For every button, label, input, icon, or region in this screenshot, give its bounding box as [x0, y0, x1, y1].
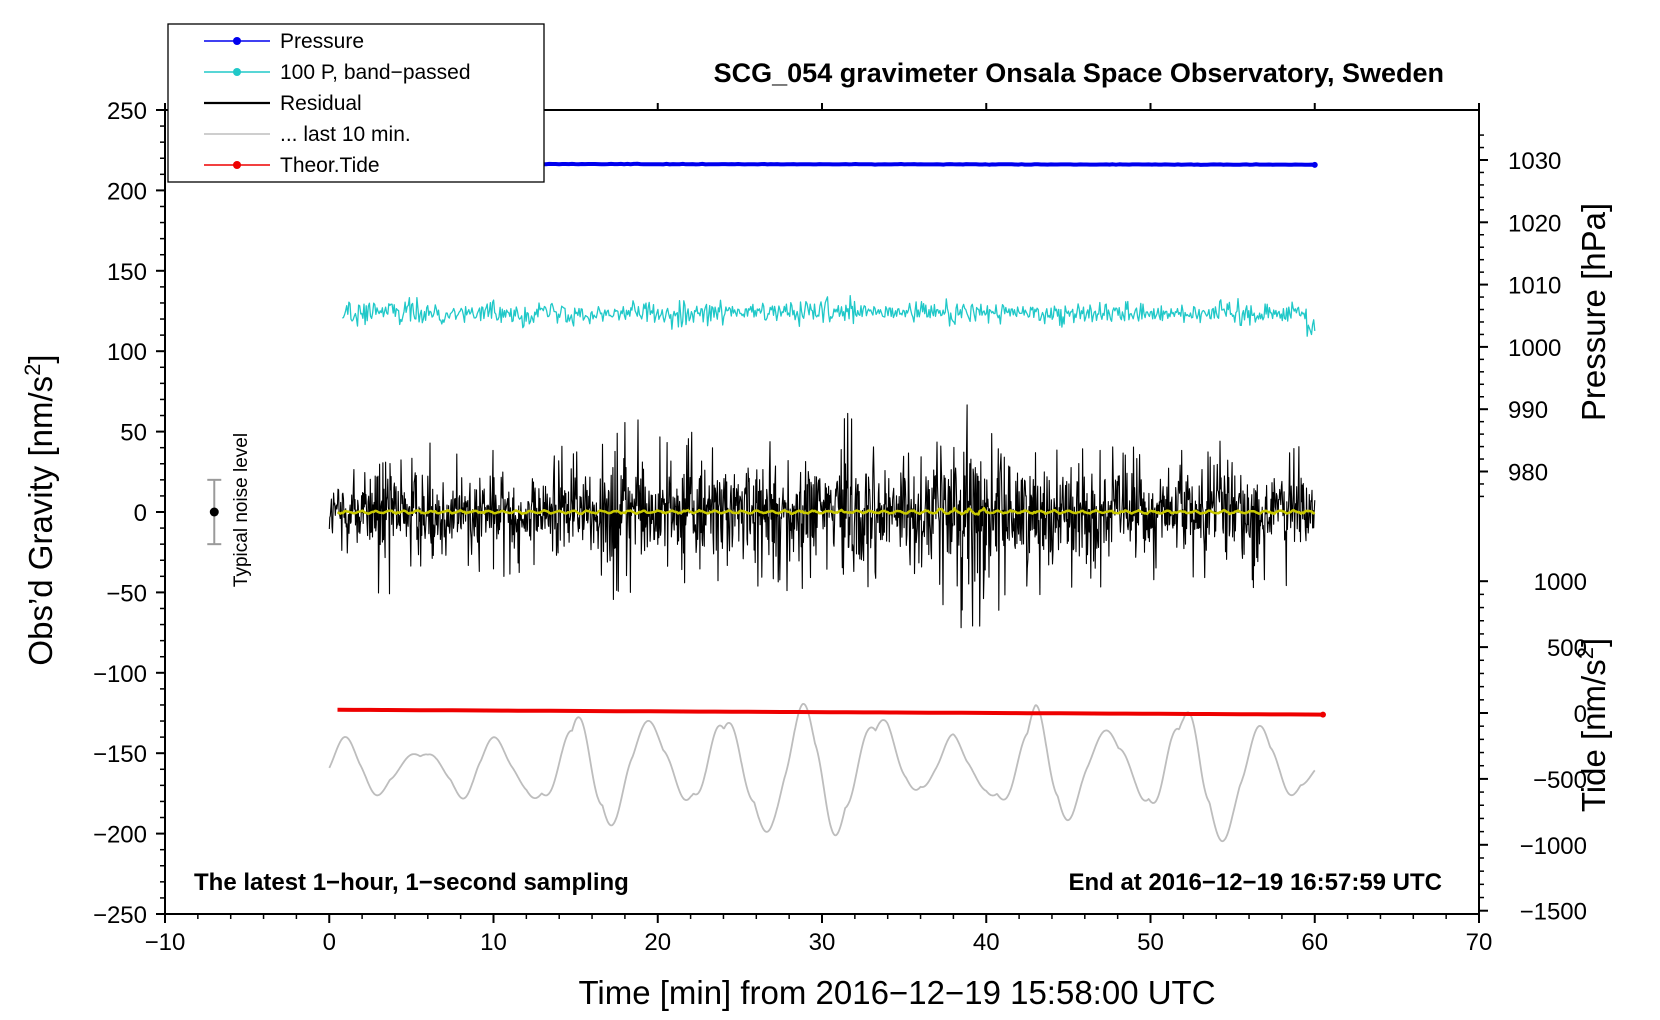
x-tick-label: 60 [1301, 929, 1328, 956]
legend-marker [233, 68, 241, 76]
pressure-axis-title: Pressure [hPa] [1575, 203, 1612, 421]
series-band-passed-line [341, 294, 1316, 337]
y-tick-label: 0 [134, 500, 147, 527]
noise-level-indicator [207, 478, 222, 546]
tide-axis-title: Tide [nm/s2] [1573, 638, 1612, 812]
series-residual-line [328, 404, 1316, 629]
legend-marker [233, 161, 241, 169]
tide-axis-title-close: ] [1575, 638, 1612, 647]
legend-label: Residual [280, 92, 362, 115]
y-tick-label: 50 [120, 420, 147, 447]
tide-tick-label: −1500 [1520, 899, 1587, 926]
legend: Pressure 100 P, band−passed Residual ... la… [167, 23, 545, 183]
pressure-tick-label: 1020 [1508, 210, 1561, 237]
y-tick-label: 200 [107, 178, 147, 205]
x-axis-title: Time [min] from 2016−12−19 15:58:00 UTC [578, 974, 1215, 1011]
legend-label: Pressure [280, 30, 364, 53]
chart-title: SCG_054 gravimeter Onsala Space Observat… [714, 58, 1444, 88]
series-theor-tide-line [337, 707, 1324, 717]
series-layer [328, 161, 1326, 843]
tide-tick-label: 500 [1547, 635, 1587, 662]
noise-level-label: Typical noise level [231, 433, 252, 587]
y-tick-label: −50 [106, 580, 147, 607]
y-tick-label: 150 [107, 259, 147, 286]
x-tick-label: 70 [1466, 929, 1493, 956]
x-tick-label: 20 [644, 929, 671, 956]
y-axis-title: Obs’d Gravity [nm/s2] [20, 354, 59, 665]
y-tick-label: 100 [107, 339, 147, 366]
y-axis-title-close: ] [22, 354, 59, 363]
tide-axis-title-sup: 2 [1573, 647, 1598, 659]
x-tick-label: 50 [1137, 929, 1164, 956]
y-tick-label: −100 [93, 661, 147, 688]
y-tick-label: 250 [107, 98, 147, 125]
tide-tick-label: 0 [1574, 701, 1587, 728]
y-axis-title-main: Obs’d Gravity [nm/s [22, 376, 59, 666]
right-note: End at 2016−12−19 16:57:59 UTC [1068, 869, 1442, 896]
pressure-tick-label: 1010 [1508, 273, 1561, 300]
tide-tick-label: 1000 [1534, 569, 1587, 596]
pressure-tick-label: 1000 [1508, 335, 1561, 362]
x-tick-label: 30 [809, 929, 836, 956]
axes-layer: −10 0 10 20 30 40 50 60 70−250−200−150−100−50050… [93, 98, 1587, 956]
series-last-10-min-line [328, 703, 1316, 843]
tide-axis-title-main: Tide [nm/s [1575, 659, 1612, 812]
legend-label: 100 P, band−passed [280, 61, 471, 84]
legend-label: Theor.Tide [280, 154, 380, 177]
pressure-tick-label: 980 [1508, 460, 1548, 487]
x-tick-label: 10 [480, 929, 507, 956]
legend-label: ... last 10 min. [280, 123, 411, 146]
y-tick-label: −150 [93, 741, 147, 768]
series-pressure-marker [1311, 161, 1318, 168]
y-tick-label: −200 [93, 822, 147, 849]
left-note: The latest 1−hour, 1−second sampling [194, 869, 629, 896]
y-axis-title-sup: 2 [20, 364, 45, 376]
x-tick-label: 0 [323, 929, 336, 956]
series-residual-smoothed-line [336, 506, 1316, 516]
tide-tick-label: −1000 [1520, 833, 1587, 860]
noise-level-dot [209, 507, 219, 517]
x-tick-label: 40 [973, 929, 1000, 956]
series-theor-tide-marker [1319, 711, 1326, 718]
pressure-tick-label: 1030 [1508, 148, 1561, 175]
tide-tick-label: −500 [1533, 767, 1587, 794]
y-tick-label: −250 [93, 902, 147, 929]
legend-marker [233, 37, 241, 45]
pressure-tick-label: 990 [1508, 397, 1548, 424]
x-tick-label: −10 [145, 929, 186, 956]
